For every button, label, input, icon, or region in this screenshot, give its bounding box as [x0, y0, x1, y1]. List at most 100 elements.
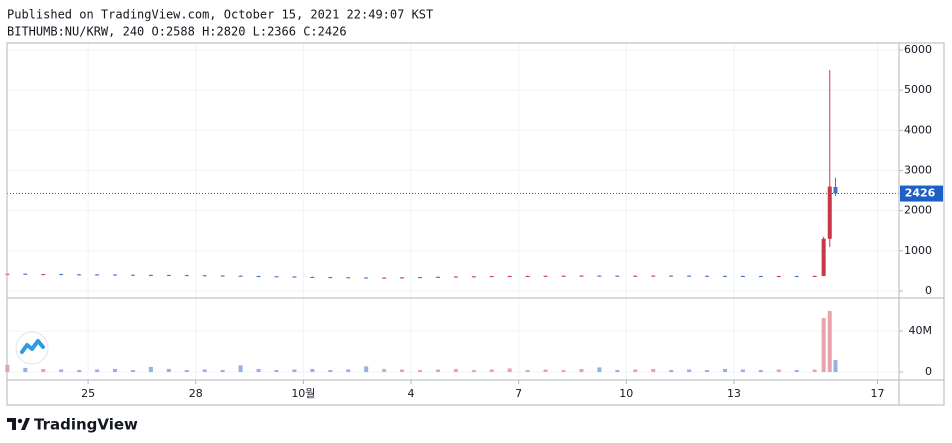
volume-bar — [687, 369, 692, 373]
candle-body — [274, 276, 279, 278]
candle-body — [59, 274, 64, 276]
y-tick-label: 0 — [925, 284, 932, 297]
candle-body — [758, 276, 763, 278]
candle-body — [687, 275, 692, 277]
candle-body — [435, 276, 440, 278]
brand-name: TradingView — [34, 416, 138, 434]
volume-bar — [382, 368, 387, 373]
y-tick-label: 5000 — [904, 83, 932, 96]
candle-body — [41, 274, 46, 276]
candle-body — [507, 276, 512, 278]
candle-body — [148, 274, 153, 276]
volume-tick-label: 0 — [925, 365, 932, 378]
x-tick-label: 10월 — [291, 387, 315, 400]
volume-bar — [615, 369, 620, 373]
volume-bar — [722, 368, 727, 373]
volume-bar — [651, 368, 656, 373]
volume-bar — [23, 367, 28, 373]
volume-bar — [310, 368, 315, 373]
candle-body — [561, 275, 566, 277]
x-tick-label: 4 — [408, 387, 415, 400]
x-tick-label: 17 — [870, 387, 884, 400]
volume-bar — [827, 311, 832, 373]
volume-bar — [148, 366, 153, 373]
plot — [5, 70, 899, 373]
volume-bar — [435, 369, 440, 373]
candle-body — [827, 186, 832, 239]
x-tick-label: 28 — [189, 387, 203, 400]
volume-bar — [758, 369, 763, 373]
candle-body — [220, 275, 225, 277]
candle-body — [77, 274, 82, 276]
volume-bar — [417, 369, 422, 373]
candle-body — [184, 275, 189, 277]
volume-bar — [346, 369, 351, 373]
volume-bar — [59, 369, 64, 373]
candle-body — [633, 275, 638, 277]
volume-bar — [400, 369, 405, 373]
pane-logo — [15, 331, 49, 365]
candle-body — [364, 277, 369, 279]
x-tick-label: 7 — [515, 387, 522, 400]
volume-bar — [543, 369, 548, 373]
candle-body — [579, 275, 584, 277]
x-tick-label: 10 — [619, 387, 633, 400]
candle-body — [113, 274, 118, 276]
volume-bar — [812, 369, 817, 373]
candle-body — [525, 275, 530, 277]
candle-body — [833, 187, 838, 194]
candle-body — [256, 276, 261, 278]
candle-body — [346, 277, 351, 279]
candle-body — [821, 238, 826, 276]
candle-body — [400, 277, 405, 279]
published-line: Published on TradingView.com, October 15… — [7, 8, 433, 22]
candle-body — [794, 276, 799, 278]
volume-bar — [453, 368, 458, 373]
volume-bar — [489, 369, 494, 373]
grid — [7, 43, 899, 380]
volume-bar — [238, 365, 243, 373]
volume-bar — [328, 369, 333, 373]
x-tick-label: 13 — [727, 387, 741, 400]
volume-bar — [633, 369, 638, 373]
x-tick-label: 25 — [81, 387, 95, 400]
candle-body — [597, 275, 602, 277]
candle-body — [382, 277, 387, 279]
frame — [6, 42, 945, 406]
candle-body — [651, 275, 656, 277]
candle-body — [722, 275, 727, 277]
candle-body — [471, 276, 476, 278]
candle-body — [292, 276, 297, 278]
candle-body — [489, 276, 494, 278]
y-tick-label: 6000 — [904, 43, 932, 56]
volume-bar — [776, 369, 781, 373]
candle-body — [776, 276, 781, 278]
volume-bar — [364, 366, 369, 373]
y-tick-label: 3000 — [904, 164, 932, 177]
volume-bar — [740, 369, 745, 373]
volume-bar — [292, 369, 297, 373]
candle-body — [202, 275, 207, 277]
volume-bar — [705, 369, 710, 373]
candle-body — [543, 275, 548, 277]
candle-body — [615, 275, 620, 277]
last-price-box — [900, 185, 943, 202]
volume-bar — [256, 368, 261, 373]
volume-bar — [579, 368, 584, 373]
candle-body — [310, 276, 315, 278]
volume-tick-label: 40M — [909, 324, 933, 337]
candle-body — [166, 275, 171, 277]
volume-bar — [166, 368, 171, 373]
candle-body — [23, 273, 28, 275]
volume-bar — [220, 369, 225, 373]
candle-body — [95, 274, 100, 276]
volume-bar — [471, 369, 476, 373]
volume-bar — [77, 369, 82, 373]
volume-bar — [113, 368, 118, 373]
volume-bar — [669, 369, 674, 373]
volume-bar — [507, 368, 512, 373]
volume-bar — [821, 317, 826, 373]
candle-body — [740, 275, 745, 277]
volume-bar — [561, 369, 566, 373]
